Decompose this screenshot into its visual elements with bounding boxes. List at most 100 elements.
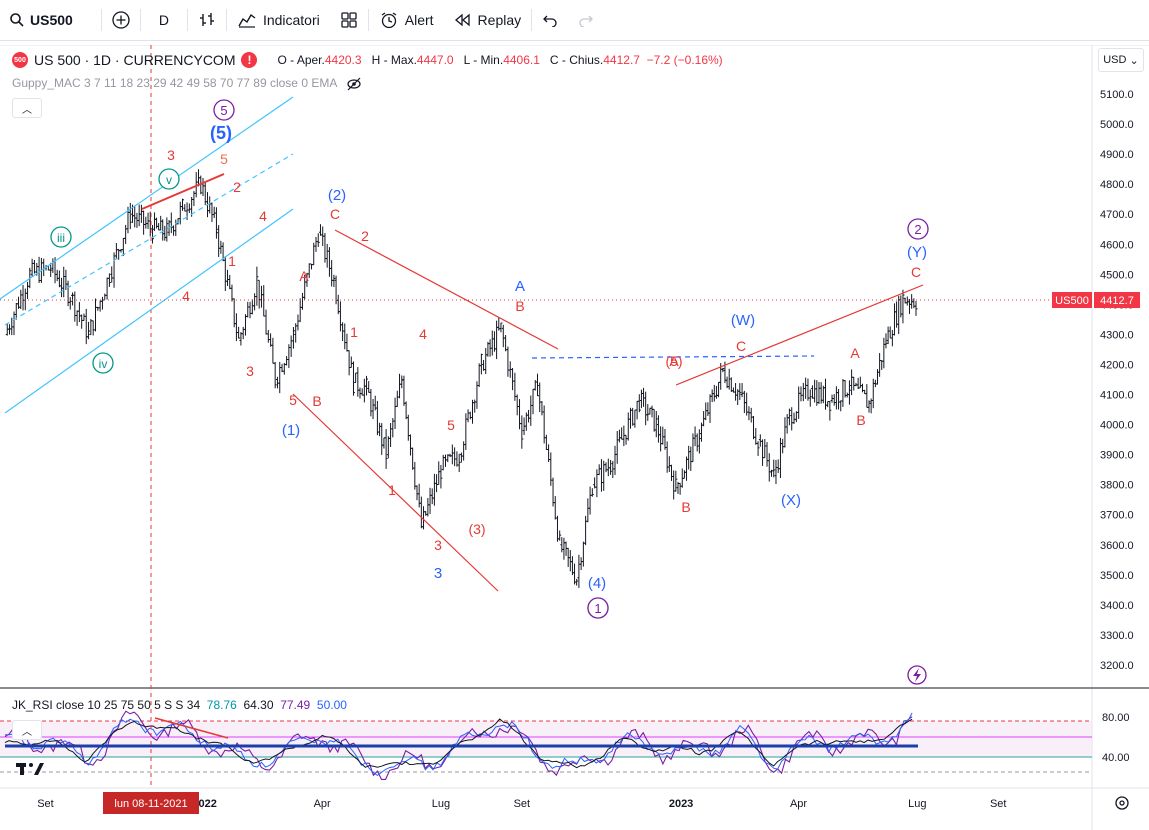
ohlc-bar bbox=[667, 456, 671, 472]
ohlc-bar bbox=[187, 203, 191, 213]
guppy-indicator-legend[interactable]: Guppy_MAC 3 7 11 18 23 29 42 49 58 70 77… bbox=[12, 76, 362, 91]
wave-label-text: (W) bbox=[731, 312, 755, 329]
ohlc-bar bbox=[181, 198, 185, 211]
time-tick-label: Set bbox=[37, 798, 54, 810]
ohlc-bar bbox=[360, 388, 364, 396]
wave-label-text: 3 bbox=[167, 147, 175, 163]
ohlc-bar bbox=[654, 410, 658, 438]
alert-button[interactable]: Alert bbox=[369, 0, 444, 40]
ohlc-bar bbox=[484, 348, 488, 375]
ohlc-bar bbox=[617, 429, 621, 443]
symbol-search[interactable]: US500 bbox=[0, 0, 83, 40]
collapse-rsi-button[interactable]: ︿ bbox=[12, 720, 42, 740]
ohlc-bar bbox=[659, 426, 663, 452]
settings-gear-icon[interactable] bbox=[1115, 796, 1129, 810]
ohlc-bar bbox=[648, 407, 652, 415]
grid-layout-icon bbox=[341, 12, 357, 28]
price-tick-label: 3800.0 bbox=[1100, 480, 1134, 492]
redo-button[interactable] bbox=[568, 0, 604, 40]
toolbar-divider bbox=[225, 9, 227, 31]
ohlc-bar bbox=[343, 323, 347, 350]
ohlc-bar bbox=[174, 219, 178, 237]
ohlc-bar bbox=[112, 252, 116, 288]
replay-button[interactable]: Replay bbox=[444, 0, 532, 40]
price-tick-label: 4600.0 bbox=[1100, 239, 1134, 251]
wave-label-text: 3 bbox=[434, 565, 442, 582]
wave-label: C bbox=[330, 206, 340, 222]
ohlc-bar bbox=[212, 206, 216, 219]
ohlc-bar bbox=[223, 256, 227, 291]
ohlc-bar bbox=[834, 386, 838, 410]
ohlc-bar bbox=[428, 487, 432, 515]
ohlc-bar bbox=[121, 237, 125, 257]
wedge-upper-line bbox=[334, 229, 559, 350]
wave-label: 1 bbox=[228, 253, 236, 269]
ohlc-bar bbox=[107, 273, 111, 287]
ohlc-bar bbox=[62, 266, 66, 298]
wave-label: (3) bbox=[468, 521, 485, 537]
ohlc-bar bbox=[847, 380, 851, 405]
ohlc-bar bbox=[756, 441, 760, 456]
price-tick-label: 3200.0 bbox=[1100, 660, 1134, 672]
ohlc-bar bbox=[82, 313, 86, 321]
ohlc-bar bbox=[867, 400, 871, 413]
rsi-slow-line bbox=[4, 718, 913, 769]
undo-button[interactable] bbox=[532, 0, 568, 40]
ohlc-bar bbox=[300, 292, 304, 310]
ohlc-bar bbox=[139, 204, 143, 223]
ohlc-bar bbox=[892, 303, 896, 336]
wave-label-text: 4 bbox=[182, 288, 190, 304]
ohlc-bar bbox=[415, 485, 419, 501]
chart-type-button[interactable] bbox=[188, 0, 226, 40]
ohlc-bar bbox=[455, 451, 459, 467]
ohlc-bar bbox=[499, 322, 503, 333]
compare-button[interactable] bbox=[102, 0, 140, 40]
wave-label: (X) bbox=[781, 492, 801, 509]
wave-label-text: iii bbox=[57, 231, 65, 245]
crosshair-date-tag bbox=[103, 792, 199, 814]
ohlc-bar bbox=[183, 204, 187, 212]
ohlc-bar bbox=[228, 274, 232, 290]
ohlc-bar bbox=[354, 372, 358, 384]
ohlc-bar bbox=[687, 445, 691, 470]
price-chart[interactable]: 5100.05000.04900.04800.04700.04600.04500… bbox=[0, 45, 1149, 830]
ohlc-bar bbox=[540, 401, 544, 416]
ohlc-bar bbox=[635, 400, 639, 420]
ohlc-bar bbox=[586, 498, 590, 523]
ohlc-bar bbox=[652, 408, 656, 432]
rsi-value-4: 50.00 bbox=[316, 698, 347, 712]
ohlc-bar bbox=[26, 281, 30, 300]
time-tick-label: Apr bbox=[314, 798, 331, 810]
ohlc-bar bbox=[443, 454, 447, 467]
ohlc-bar bbox=[631, 407, 635, 426]
search-icon bbox=[10, 13, 24, 27]
ohlc-bar bbox=[273, 361, 277, 389]
events-lightning-icon[interactable] bbox=[907, 665, 927, 685]
ohlc-bar bbox=[362, 378, 366, 403]
price-tick-label: 4700.0 bbox=[1100, 209, 1134, 221]
indicators-button[interactable]: Indicatori bbox=[227, 0, 330, 40]
wave-label-text: A bbox=[669, 353, 679, 369]
ohlc-bar bbox=[264, 309, 268, 335]
price-bars bbox=[5, 169, 918, 589]
chart-title[interactable]: US 500 · 1D · CURRENCYCOM bbox=[34, 52, 236, 68]
ohlc-bar bbox=[291, 327, 295, 349]
ohlc-bar bbox=[55, 269, 59, 282]
ohlc-bar bbox=[439, 464, 443, 489]
ohlc-bar bbox=[214, 207, 218, 239]
ohlc-bar bbox=[243, 314, 247, 336]
ohlc-bar bbox=[165, 217, 169, 242]
collapse-legend-button[interactable]: ︿ bbox=[12, 98, 42, 118]
interval-button[interactable]: D bbox=[141, 0, 187, 40]
eye-hidden-icon[interactable] bbox=[346, 77, 362, 91]
wave-label-circle bbox=[213, 99, 235, 121]
warning-icon[interactable]: ! bbox=[241, 52, 258, 68]
ohlc-bar bbox=[865, 384, 869, 408]
rsi-legend[interactable]: JK_RSI close 10 25 75 50 5 S S 34 78.76 … bbox=[12, 698, 347, 712]
ohlc-bar bbox=[878, 353, 882, 377]
wave-label-text: C bbox=[736, 338, 746, 354]
plus-circle-icon bbox=[112, 11, 130, 29]
currency-select[interactable]: USD ⌄ bbox=[1098, 48, 1144, 72]
last-price-value: 4412.7 bbox=[1100, 295, 1134, 307]
layout-button[interactable] bbox=[330, 0, 368, 40]
